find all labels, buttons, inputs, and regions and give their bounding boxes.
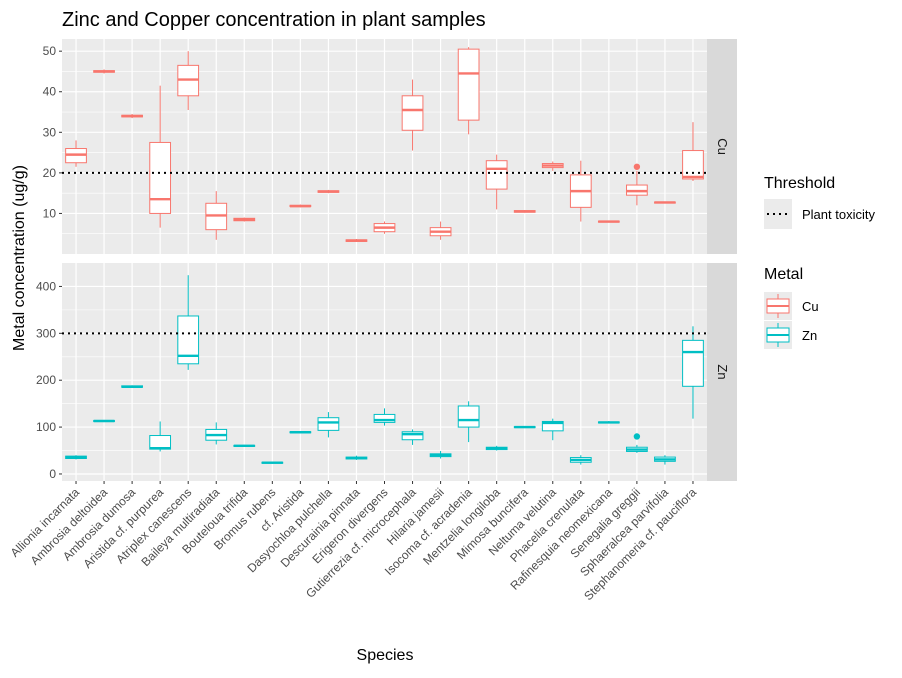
box-iqr bbox=[541, 420, 564, 432]
y-tick-label: 400 bbox=[36, 279, 56, 293]
box-iqr bbox=[317, 417, 340, 431]
facet-strip-label: Zn bbox=[715, 364, 730, 379]
legend-cu-label: Cu bbox=[802, 299, 819, 314]
outlier-point bbox=[633, 433, 641, 440]
y-tick-label: 30 bbox=[43, 125, 57, 139]
y-tick-label: 200 bbox=[36, 373, 56, 387]
box-iqr bbox=[401, 431, 424, 441]
box-iqr bbox=[457, 48, 480, 121]
legend-threshold-title: Threshold bbox=[764, 175, 835, 192]
y-tick-label: 0 bbox=[49, 467, 56, 481]
legend-zn-label: Zn bbox=[802, 328, 817, 343]
y-tick-label: 50 bbox=[43, 44, 57, 58]
y-tick-label: 300 bbox=[36, 326, 56, 340]
x-axis-label: Species bbox=[357, 647, 414, 664]
box-iqr bbox=[401, 95, 424, 131]
facet-strip bbox=[707, 39, 737, 254]
box-iqr bbox=[373, 413, 396, 423]
box-iqr bbox=[149, 141, 172, 214]
y-tick-label: 40 bbox=[43, 85, 57, 99]
box-iqr bbox=[485, 160, 508, 190]
box-iqr bbox=[457, 405, 480, 428]
y-axis-label: Metal concentration (ug/g) bbox=[11, 165, 28, 351]
facet-strip bbox=[707, 263, 737, 481]
y-tick-label: 10 bbox=[43, 206, 57, 220]
legend-threshold-label: Plant toxicity bbox=[802, 207, 875, 222]
y-tick-label: 20 bbox=[43, 166, 57, 180]
y-tick-label: 100 bbox=[36, 420, 56, 434]
chart-title: Zinc and Copper concentration in plant s… bbox=[62, 9, 486, 31]
legend-metal-title: Metal bbox=[764, 266, 803, 283]
box-iqr bbox=[682, 339, 704, 387]
box-iqr bbox=[682, 150, 704, 180]
facet-strip-label: Cu bbox=[715, 138, 730, 155]
box-iqr bbox=[177, 315, 200, 365]
outlier-point bbox=[633, 163, 641, 170]
